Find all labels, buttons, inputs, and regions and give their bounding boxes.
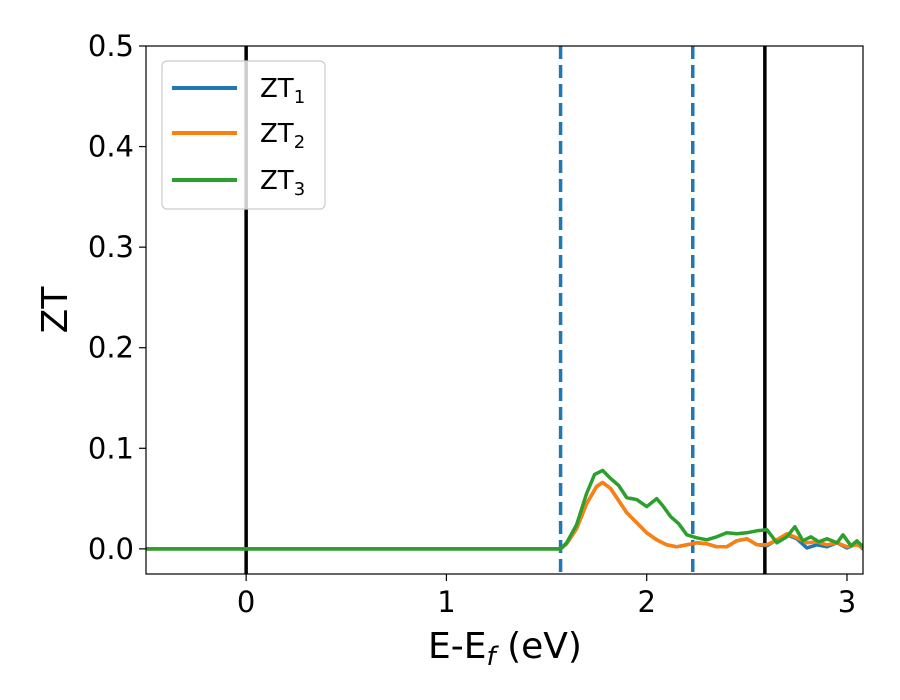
legend-label-zt2-sub: 2 [294,132,305,153]
y-axis-ticks: 0.0 0.1 0.2 0.3 0.4 0.5 [88,29,146,566]
legend-label-zt1-sub: 1 [294,87,305,108]
x-tick-label-2: 2 [637,585,655,619]
svg-text:ZT1: ZT1 [260,74,305,108]
legend-entry-zt2: ZT2 [172,119,305,153]
series-line-zt2 [146,480,863,551]
legend-label-zt3: ZT [260,166,294,196]
x-axis-ticks: 0 1 2 3 [237,574,856,619]
series-line-zt1 [146,480,863,551]
y-tick-label-2: 0.2 [88,331,134,365]
svg-text:ZT2: ZT2 [260,119,305,153]
x-axis-title-unit: (eV) [496,626,582,667]
x-tick-label-0: 0 [237,585,255,619]
legend-label-zt2: ZT [260,119,294,149]
series-layer [146,468,863,551]
x-tick-label-3: 3 [838,585,856,619]
plot-frame [145,45,864,575]
y-tick-label-5: 0.5 [88,29,134,63]
y-tick-label-0: 0.0 [88,532,134,566]
series-line-zt3 [146,468,863,551]
svg-text:ZT3: ZT3 [260,166,305,200]
y-axis-title: ZT [35,286,76,334]
y-tick-label-3: 0.3 [88,230,134,264]
y-tick-label-4: 0.4 [88,130,134,164]
x-tick-label-1: 1 [437,585,455,619]
legend-box [161,60,326,210]
y-tick-label-1: 0.1 [88,431,134,465]
legend-entry-zt1: ZT1 [172,74,305,108]
x-axis-title: E-Ef (eV) [428,626,582,672]
legend: ZT1 ZT2 ZT3 [161,60,326,210]
legend-entry-zt3: ZT3 [172,166,305,200]
legend-label-zt1: ZT [260,74,294,104]
x-axis-title-main: E-E [428,626,486,667]
legend-label-zt3-sub: 3 [294,179,305,200]
